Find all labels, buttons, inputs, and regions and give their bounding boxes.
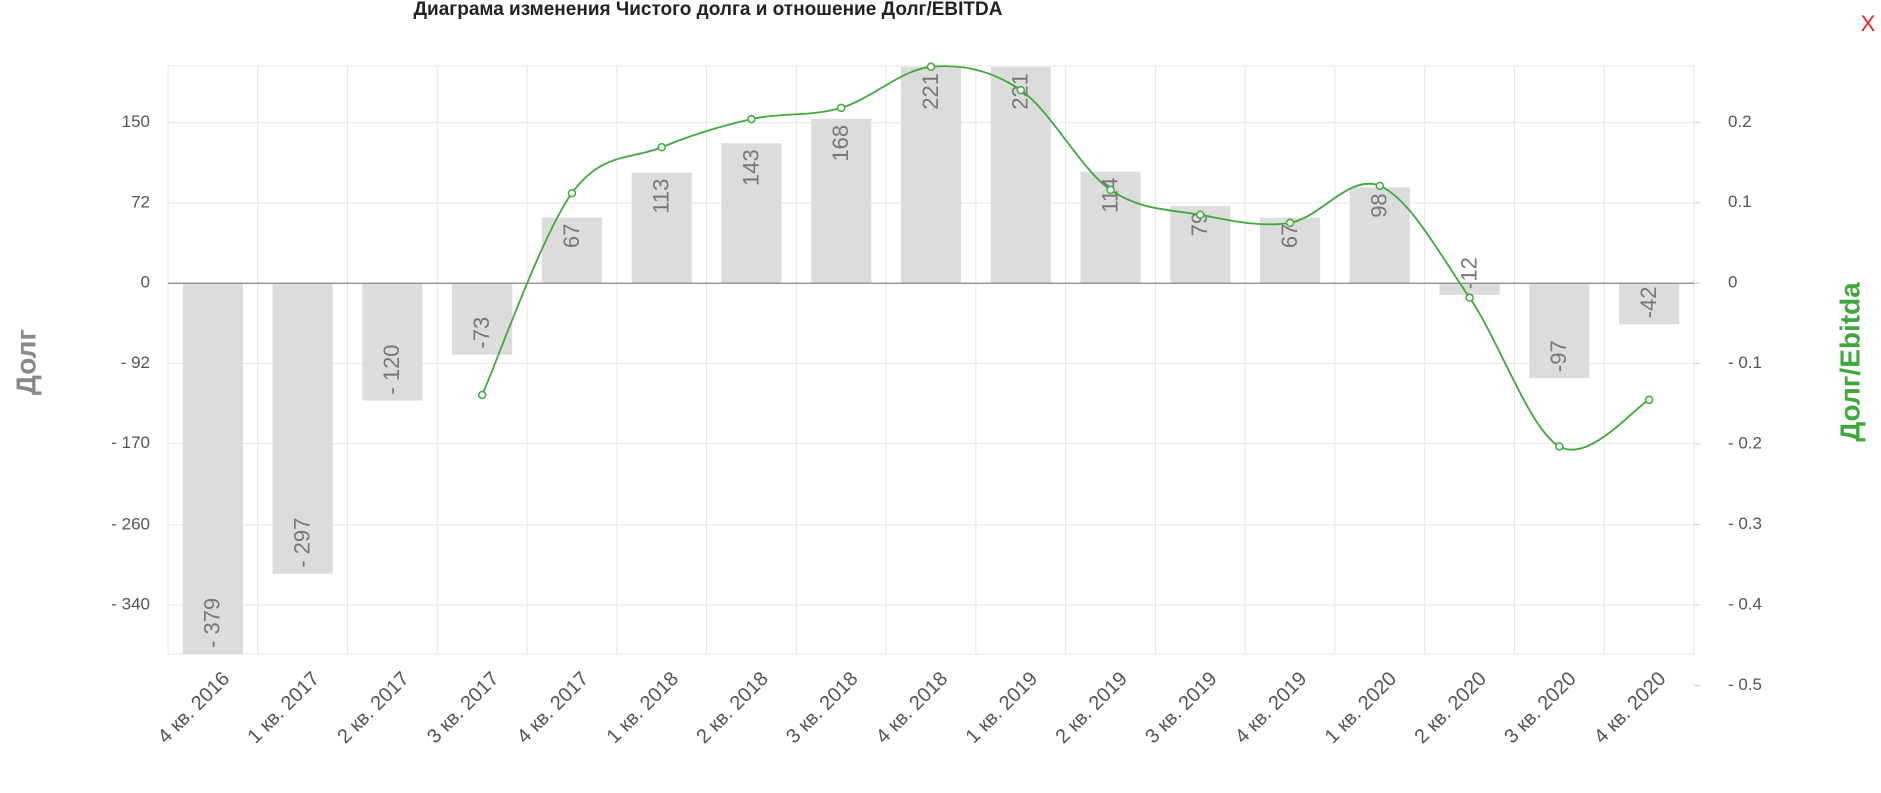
ratio-point — [1375, 181, 1385, 191]
bar — [182, 283, 243, 654]
bar — [631, 172, 692, 284]
x-tick-label: 4 кв. 2020 — [1590, 668, 1670, 748]
bar-value-label: -73 — [469, 317, 494, 349]
bar-value-label: 67 — [1277, 224, 1302, 248]
bar-value-label: 113 — [649, 179, 674, 214]
ratio-point — [1644, 395, 1654, 405]
bar-value-label: 221 — [918, 73, 943, 110]
ratio-point — [836, 103, 846, 113]
x-tick-label: 2 кв. 2019 — [1051, 668, 1131, 748]
bar — [272, 283, 333, 574]
x-tick-label: 1 кв. 2017 — [244, 668, 324, 748]
x-tick-label: 2 кв. 2018 — [692, 668, 772, 748]
ratio-point — [1196, 210, 1205, 220]
bar — [721, 143, 782, 284]
bar — [1619, 283, 1680, 325]
x-tick-label: 1 кв. 2019 — [962, 668, 1042, 748]
bar — [1259, 217, 1321, 284]
y2-tick-label: - 0.5 — [1728, 675, 1762, 694]
y-axis-title: Долг — [10, 329, 41, 395]
y-tick-label: 0 — [141, 273, 150, 292]
ratio-point — [657, 142, 666, 152]
ratio-point — [567, 188, 577, 198]
close-button[interactable]: X — [1861, 11, 1876, 36]
y-tick-label: 150 — [122, 112, 150, 131]
bar-value-label: 67 — [559, 224, 584, 248]
x-tick-label: 3 кв. 2017 — [423, 668, 503, 748]
y-tick-label: 72 — [131, 192, 150, 211]
x-tick-label: 4 кв. 2019 — [1231, 668, 1311, 748]
y-tick-label: - 170 — [111, 433, 150, 452]
ratio-point — [747, 114, 756, 124]
bar-value-label: 168 — [828, 125, 853, 162]
x-tick-label: 4 кв. 2018 — [872, 668, 952, 748]
y2-tick-label: 0.2 — [1728, 112, 1752, 131]
y2-axis-title: Долг/Ebitda — [1834, 282, 1865, 442]
x-tick-label: 4 кв. 2017 — [513, 668, 593, 748]
x-tick-label: 1 кв. 2018 — [603, 668, 683, 748]
bar — [362, 283, 423, 401]
chart-title: Диаграма изменения Чистого долга и отнош… — [414, 0, 1003, 20]
x-tick-label: 3 кв. 2020 — [1500, 668, 1580, 748]
x-tick-label: 3 кв. 2018 — [782, 668, 862, 748]
x-tick-label: 2 кв. 2017 — [333, 668, 413, 748]
x-tick-label: 2 кв. 2020 — [1410, 668, 1490, 748]
ratio-point — [1465, 293, 1474, 302]
ratio-point — [1555, 442, 1564, 451]
y2-tick-label: 0.1 — [1728, 192, 1752, 211]
ratio-point — [1285, 218, 1295, 228]
y2-tick-label: - 0.1 — [1728, 353, 1762, 372]
bar — [1439, 283, 1500, 295]
y-tick-label: - 92 — [121, 353, 150, 372]
y2-tick-label: - 0.3 — [1728, 514, 1762, 533]
bar — [811, 118, 872, 284]
y2-tick-label: - 0.4 — [1728, 594, 1762, 613]
bar-value-label: -42 — [1636, 286, 1661, 318]
bar — [1529, 283, 1590, 379]
bar-value-label: - 297 — [289, 518, 314, 568]
bar-value-label: - 120 — [379, 344, 404, 394]
bar-value-label: - 379 — [200, 598, 225, 648]
bar-value-label: 98 — [1367, 193, 1392, 217]
bar — [1349, 187, 1410, 284]
x-tick-label: 3 кв. 2019 — [1141, 668, 1221, 748]
bar-value-label: -97 — [1546, 340, 1571, 372]
bar-value-label: 143 — [738, 149, 763, 186]
ratio-point — [477, 390, 487, 400]
y2-tick-label: - 0.2 — [1728, 434, 1762, 453]
y2-tick-label: 0 — [1728, 273, 1737, 292]
bar — [900, 66, 962, 284]
y-tick-label: - 260 — [111, 514, 150, 533]
ratio-point — [1106, 185, 1115, 195]
x-tick-label: 1 кв. 2020 — [1321, 668, 1401, 748]
bar — [990, 66, 1051, 284]
ratio-point — [1016, 85, 1026, 95]
ratio-point — [926, 62, 936, 72]
y-tick-label: - 340 — [111, 595, 150, 614]
x-tick-label: 4 кв. 2016 — [154, 668, 234, 748]
